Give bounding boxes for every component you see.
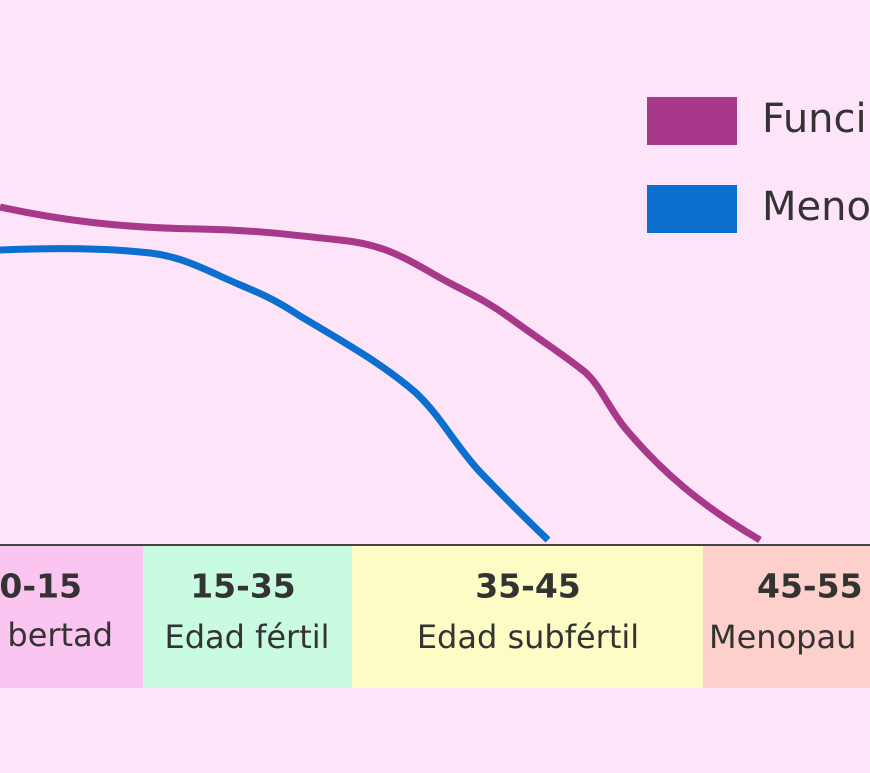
stage-label: Edad fértil — [164, 618, 329, 656]
stage-range: 45-55 — [757, 567, 863, 606]
legend-label: Funci — [762, 96, 867, 142]
stage-range: 0-15 — [0, 567, 82, 606]
curve-function — [0, 203, 762, 544]
stage-range: 35-45 — [475, 567, 581, 606]
stage-label: Edad subfértil — [417, 618, 639, 656]
stage-band — [352, 545, 703, 688]
stage-range: 15-35 — [190, 567, 296, 606]
legend-label: Meno — [762, 184, 870, 230]
stage-label: Menopau — [709, 618, 856, 656]
stage-band — [143, 545, 352, 688]
curve-menopause — [0, 245, 551, 543]
stage-band — [703, 545, 870, 688]
legend-swatch — [647, 97, 737, 145]
legend-swatch — [647, 185, 737, 233]
stage-band — [0, 545, 143, 688]
stage-label: bertad — [7, 616, 113, 654]
